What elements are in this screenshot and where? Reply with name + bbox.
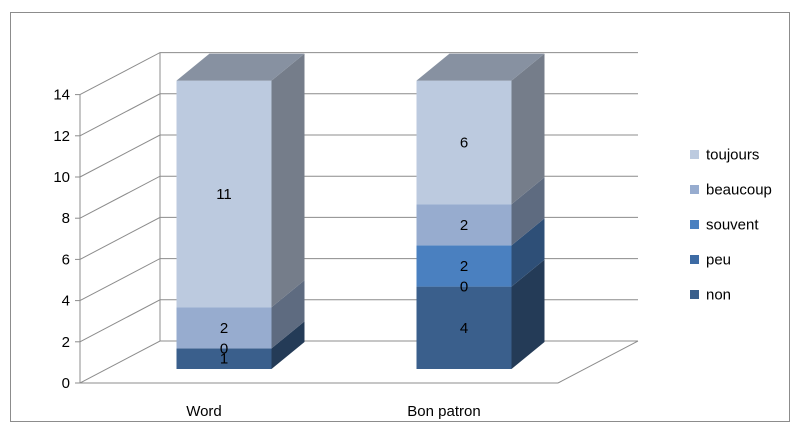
data-label: 6 — [460, 134, 468, 151]
data-label: 2 — [220, 320, 228, 337]
x-tick-label: Word — [186, 403, 222, 420]
y-tick-label: 4 — [62, 293, 70, 310]
floor-right-edge — [557, 340, 639, 384]
y-tick-label: 10 — [53, 169, 70, 186]
y-tick-label: 6 — [62, 251, 70, 268]
legend-label: peu — [706, 252, 731, 269]
bar-segment-non — [416, 286, 512, 369]
legend-item: souvent — [690, 217, 759, 234]
legend-item: beaucoup — [690, 182, 772, 199]
bar-segment-non — [176, 348, 272, 369]
gridline — [79, 52, 638, 96]
data-label: 0 — [460, 279, 468, 296]
bar-layer — [176, 53, 545, 369]
legend-swatch — [690, 185, 699, 194]
bar-segment-beaucoup — [176, 307, 272, 349]
gridline — [79, 93, 638, 137]
bar-top — [416, 53, 545, 81]
bar-side-beaucoup — [511, 177, 545, 246]
bar-side-toujours — [271, 53, 305, 308]
legend-item: peu — [690, 252, 731, 269]
gridline — [79, 216, 638, 260]
legend-label: souvent — [706, 217, 759, 234]
bar-side-non — [511, 259, 545, 369]
legend-item: non — [690, 287, 731, 304]
x-tick-label: Bon patron — [407, 403, 480, 420]
bar-segment-toujours — [416, 80, 512, 205]
y-tick-label: 8 — [62, 210, 70, 227]
legend: toujours beaucoup souvent peu non — [690, 147, 772, 304]
bar-top — [176, 53, 305, 81]
data-label: 2 — [460, 258, 468, 275]
gridline — [79, 175, 638, 219]
legend-label: beaucoup — [706, 182, 772, 199]
y-tick-label: 14 — [53, 87, 70, 104]
bar-side-beaucoup — [271, 280, 305, 349]
y-tick-label: 2 — [62, 334, 70, 351]
legend-swatch — [690, 255, 699, 264]
bar-side-souvent — [511, 218, 545, 287]
bar-segment-toujours — [176, 80, 272, 308]
gridline — [79, 134, 638, 178]
legend-item: toujours — [690, 147, 759, 164]
gridline — [79, 299, 638, 343]
data-label: 11 — [216, 186, 232, 203]
grid-layer — [75, 52, 639, 384]
bar-side-toujours — [511, 53, 545, 205]
data-label: 0 — [220, 340, 228, 357]
legend-swatch — [690, 150, 699, 159]
y-tick-label: 0 — [62, 375, 70, 392]
data-label: 1 — [220, 351, 228, 368]
legend-swatch — [690, 290, 699, 299]
data-label: 4 — [460, 320, 468, 337]
legend-label: toujours — [706, 147, 759, 164]
bar-side-non — [271, 321, 305, 369]
y-tick-label: 12 — [53, 128, 70, 145]
bar-segment-souvent — [416, 245, 512, 287]
bar-segment-beaucoup — [416, 204, 512, 246]
legend-label: non — [706, 287, 731, 304]
legend-swatch — [690, 220, 699, 229]
gridline — [79, 258, 638, 302]
gridline — [79, 340, 638, 384]
data-label: 2 — [460, 217, 468, 234]
